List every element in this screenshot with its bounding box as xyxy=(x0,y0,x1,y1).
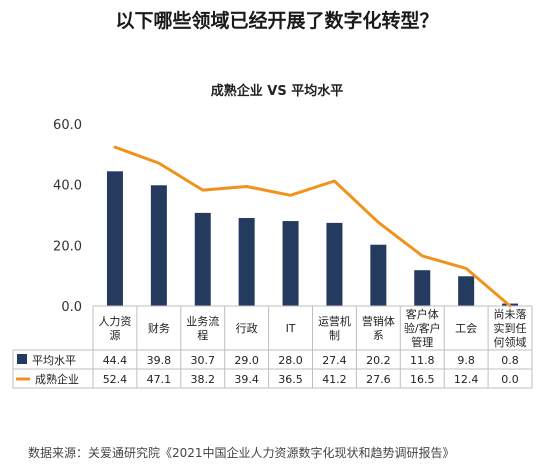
bar-6 xyxy=(326,222,343,306)
x-category-label: IT xyxy=(286,322,296,335)
bar-1 xyxy=(106,171,123,306)
bar-9 xyxy=(458,276,475,306)
table-value-average: 9.8 xyxy=(457,354,475,367)
x-category-label: 工会 xyxy=(455,322,477,335)
table-value-mature: 41.2 xyxy=(322,373,347,386)
table-value-average: 39.8 xyxy=(147,354,172,367)
table-value-mature: 12.4 xyxy=(454,373,479,386)
table-value-average: 28.0 xyxy=(278,354,303,367)
table-value-mature: 39.4 xyxy=(234,373,259,386)
table-value-mature: 16.5 xyxy=(410,373,435,386)
x-category-label: 业务流 xyxy=(186,314,219,328)
table-value-average: 30.7 xyxy=(191,354,216,367)
table-value-average: 0.8 xyxy=(501,354,519,367)
x-category-label: 何领域 xyxy=(494,336,527,349)
line-series-mature xyxy=(113,145,512,308)
x-category-label: 尚未落 xyxy=(494,307,527,321)
x-category-label: 系 xyxy=(373,329,384,342)
x-category-label: 实到任 xyxy=(494,321,527,335)
x-category-label: 人力资 xyxy=(98,315,131,328)
chart-title: 成熟企业 VS 平均水平 xyxy=(211,83,343,99)
table-value-mature: 47.1 xyxy=(147,373,172,386)
y-tick-label: 20.0 xyxy=(53,239,82,254)
bar-3 xyxy=(194,212,211,306)
x-category-label: 财务 xyxy=(148,321,170,335)
x-category-label: 行政 xyxy=(236,321,258,335)
bar-5 xyxy=(282,221,299,306)
bar-7 xyxy=(370,244,387,306)
data-source-note: 数据来源：关爱通研究院《2021中国企业人力资源数字化现状和趋势调研报告》 xyxy=(28,446,455,460)
y-tick-label: 40.0 xyxy=(53,179,82,194)
y-tick-label: 60.0 xyxy=(53,118,82,133)
x-category-label: 源 xyxy=(109,328,120,342)
bar-4 xyxy=(238,218,255,306)
table-value-mature: 38.2 xyxy=(191,373,216,386)
x-category-label: 营销体 xyxy=(362,314,395,328)
legend-label-mature: 成熟企业 xyxy=(35,372,79,386)
x-category-label: 验/客户 xyxy=(404,321,441,335)
table-value-mature: 52.4 xyxy=(103,373,128,386)
x-category-label: 制 xyxy=(329,329,340,342)
table-value-mature: 27.6 xyxy=(366,373,391,386)
bar-2 xyxy=(150,185,167,306)
table-value-average: 27.4 xyxy=(322,354,347,367)
y-tick-label: 0.0 xyxy=(61,300,82,315)
table-value-mature: 0.0 xyxy=(501,373,519,386)
table-value-average: 29.0 xyxy=(234,354,259,367)
page-title: 以下哪些领域已经开展了数字化转型？ xyxy=(115,10,439,32)
table-value-average: 20.2 xyxy=(366,354,391,367)
table-value-average: 11.8 xyxy=(410,354,435,367)
table-value-mature: 36.5 xyxy=(278,373,303,386)
table-value-average: 44.4 xyxy=(103,354,128,367)
legend-swatch-average xyxy=(17,354,27,364)
x-category-label: 程 xyxy=(197,329,208,342)
x-category-label: 客户体 xyxy=(406,307,439,321)
bar-8 xyxy=(414,270,431,306)
x-category-label: 运营机 xyxy=(318,314,351,328)
legend-label-average: 平均水平 xyxy=(32,354,76,367)
x-category-label: 管理 xyxy=(411,335,433,349)
